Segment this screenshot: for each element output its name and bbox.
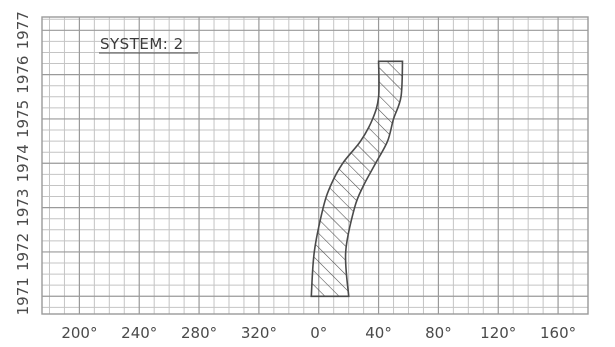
chart-title: SYSTEM: 2 xyxy=(100,35,184,53)
x-tick-label: 160° xyxy=(540,324,576,342)
y-tick-label: 1975 xyxy=(14,100,32,138)
y-tick-label: 1973 xyxy=(14,189,32,227)
y-tick-label: 1977 xyxy=(14,11,32,49)
y-tick-label: 1974 xyxy=(14,144,32,182)
y-tick-labels: 1971 1972 1973 1974 1975 1976 1977 xyxy=(14,11,32,315)
x-tick-labels: 200° 240° 280° 320° 0° 40° 80° 120° 160° xyxy=(61,324,576,342)
hatched-band-series-0 xyxy=(310,60,404,298)
x-tick-label: 320° xyxy=(241,324,277,342)
x-tick-label: 200° xyxy=(61,324,97,342)
chart-title-group: SYSTEM: 2 xyxy=(99,35,198,54)
x-tick-label: 80° xyxy=(425,324,452,342)
x-tick-label: 240° xyxy=(121,324,157,342)
x-tick-label: 0° xyxy=(310,324,327,342)
plot-frame xyxy=(41,16,589,315)
x-tick-label: 280° xyxy=(181,324,217,342)
area-layer xyxy=(310,60,404,298)
x-tick-label: 40° xyxy=(365,324,392,342)
y-tick-label: 1971 xyxy=(14,277,32,315)
x-tick-label: 120° xyxy=(480,324,516,342)
y-tick-label: 1976 xyxy=(14,56,32,94)
y-tick-label: 1972 xyxy=(14,233,32,271)
